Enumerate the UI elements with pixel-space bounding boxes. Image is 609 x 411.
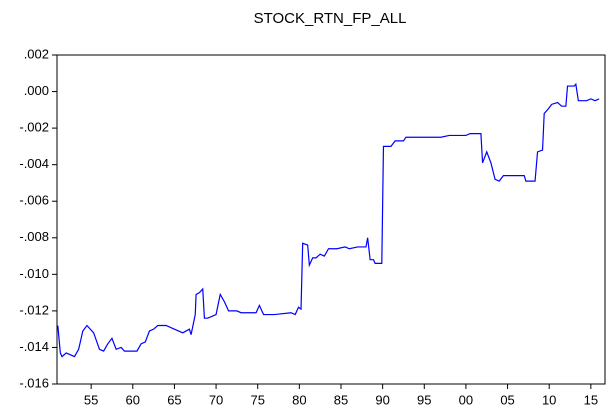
y-tick-label: -.006 [19,193,49,208]
y-tick-label: -.012 [19,302,49,317]
y-tick-label: .002 [24,46,49,61]
y-tick-label: -.010 [19,266,49,281]
plot-frame [56,54,606,385]
x-tick-label: 65 [167,392,181,407]
x-tick-label: 00 [459,392,473,407]
y-tick-label: -.002 [19,120,49,135]
x-tick-label: 60 [126,392,140,407]
y-tick-label: -.004 [19,156,49,171]
x-tick-label: 95 [417,392,431,407]
y-tick-label: -.014 [19,339,49,354]
x-tick-label: 90 [375,392,389,407]
y-tick-label: -.008 [19,229,49,244]
y-tick-label: .000 [24,83,49,98]
chart-title: STOCK_RTN_FP_ALL [254,10,407,27]
x-tick-label: 05 [500,392,514,407]
x-tick-label: 15 [584,392,598,407]
x-tick-label: 70 [209,392,223,407]
x-tick-label: 55 [84,392,98,407]
x-tick-label: 10 [542,392,556,407]
x-tick-label: 85 [334,392,348,407]
data-line [57,82,600,358]
x-tick-label: 80 [292,392,306,407]
y-tick-label: -.016 [19,375,49,390]
x-tick-label: 75 [250,392,264,407]
